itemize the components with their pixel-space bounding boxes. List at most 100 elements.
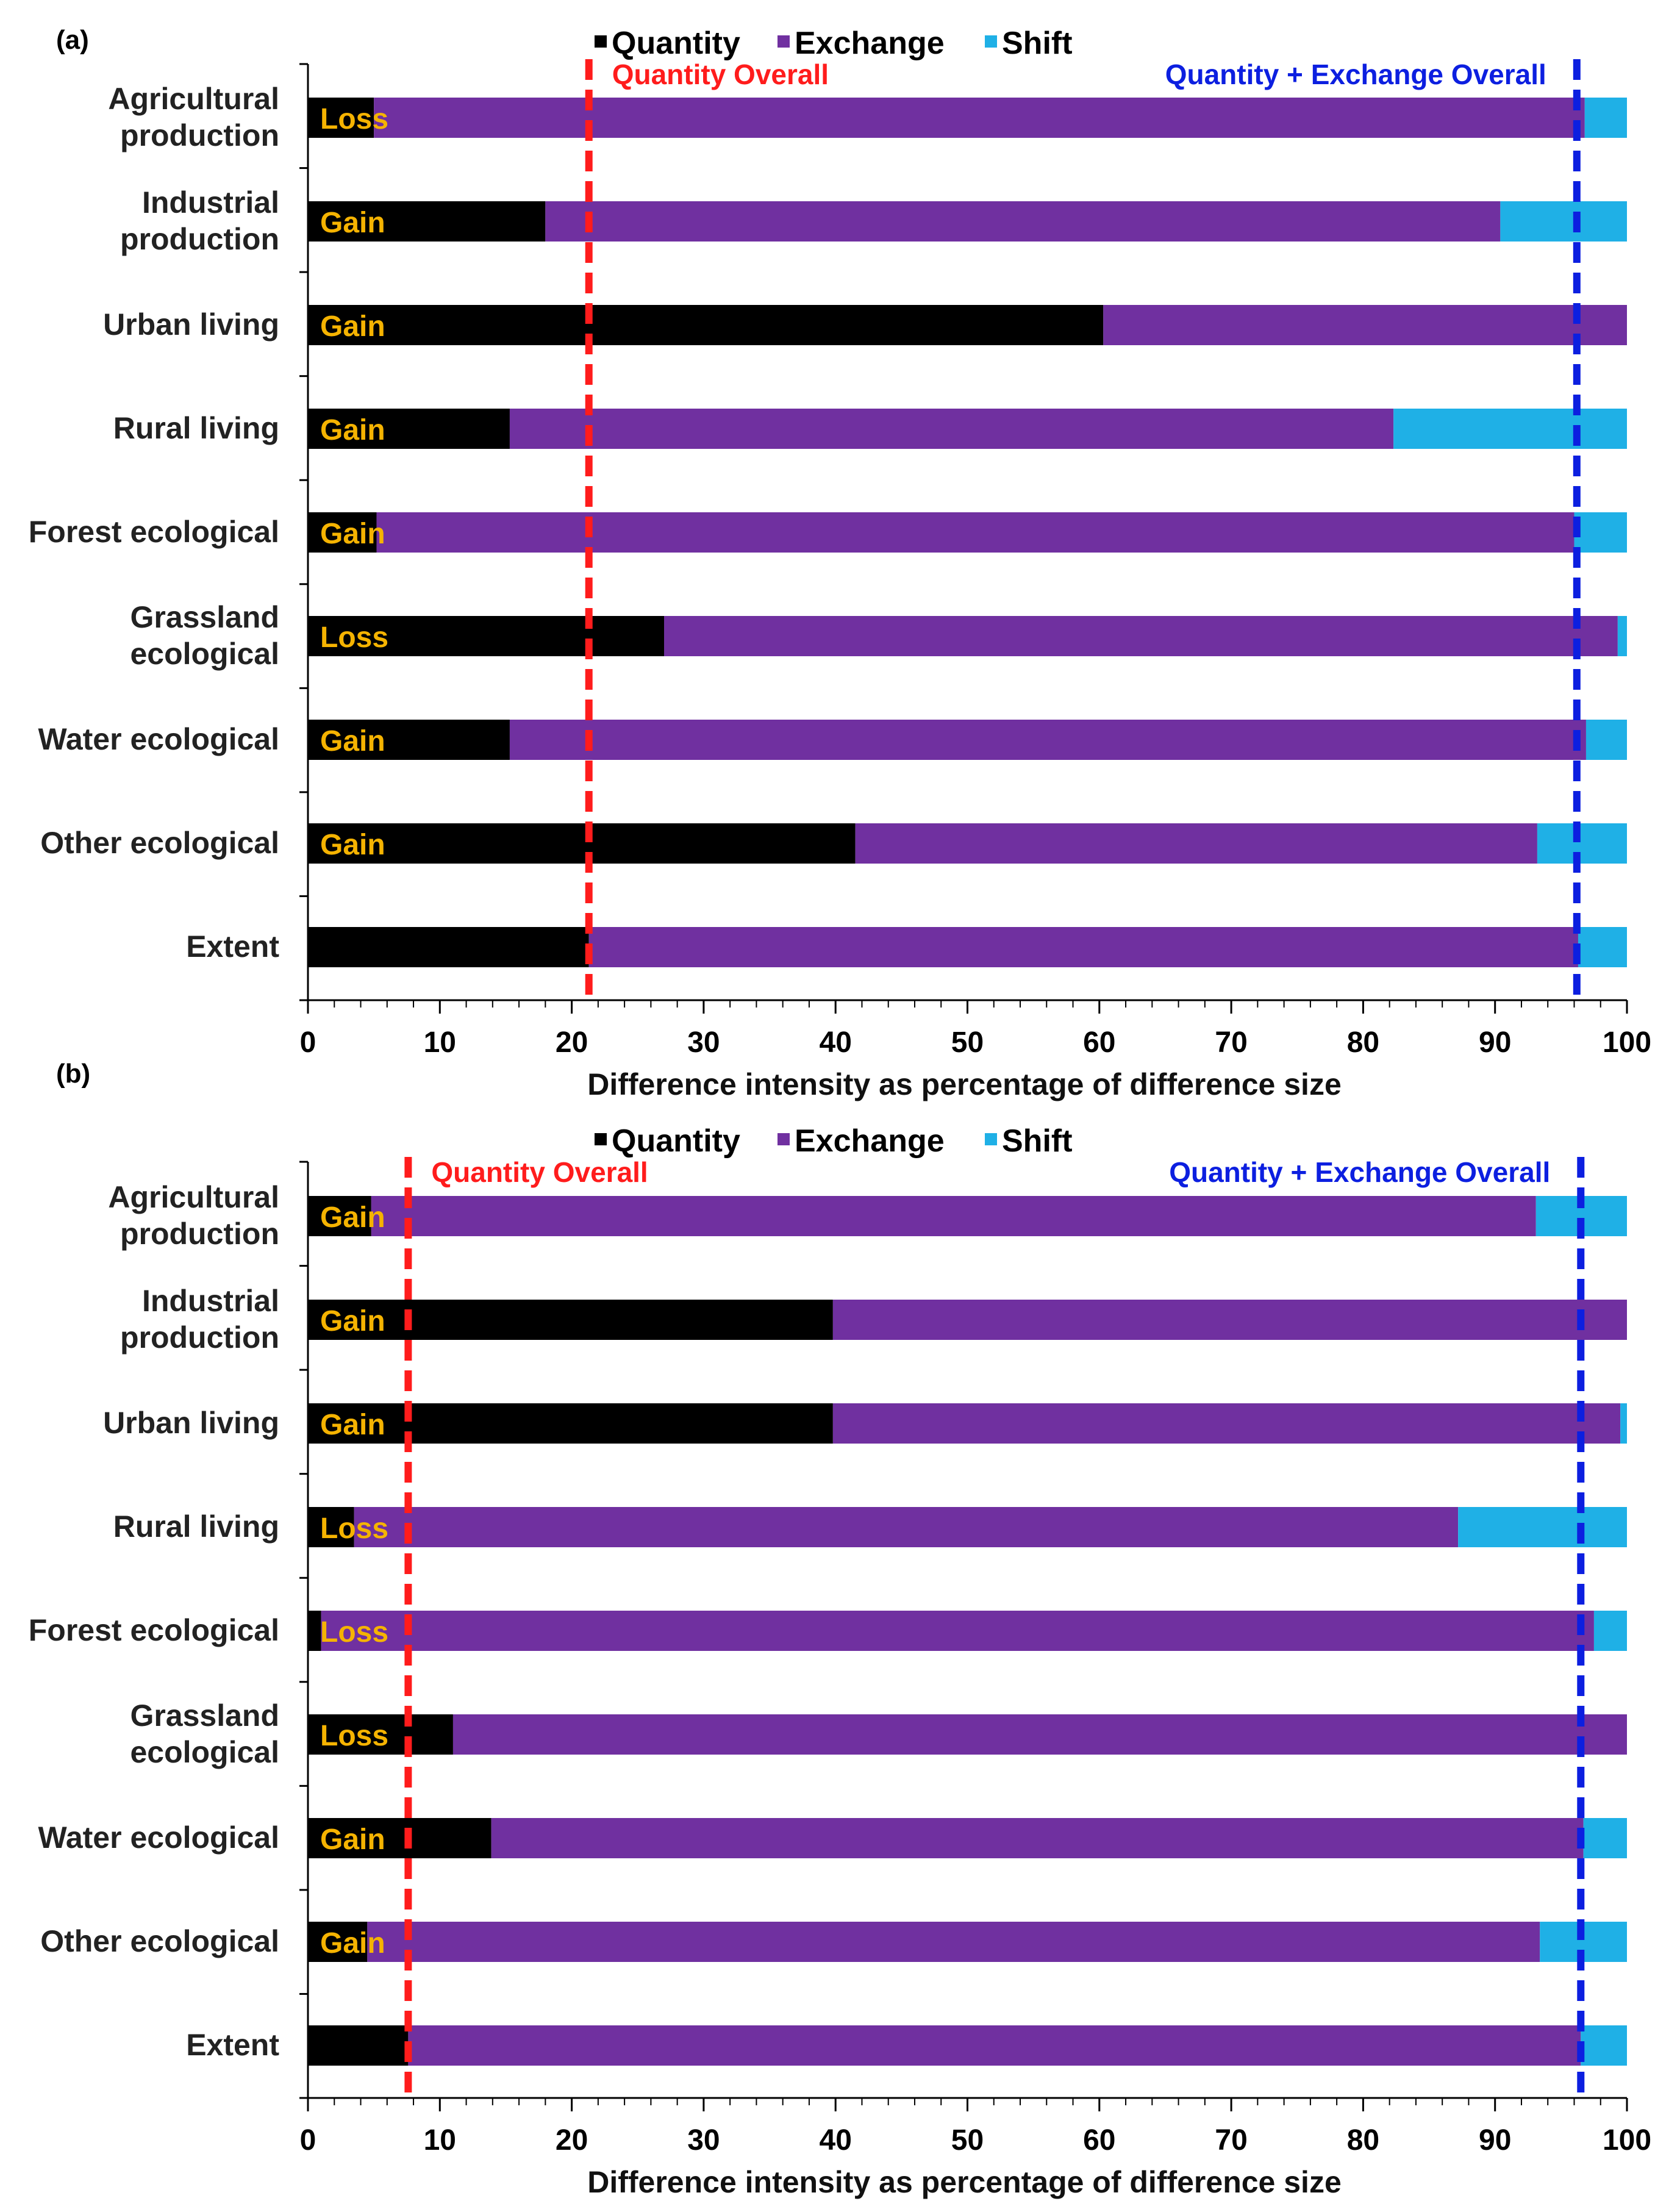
bar-shift-8 xyxy=(1578,927,1627,967)
bar-quantity-3 xyxy=(308,409,510,449)
direction-label: Gain xyxy=(320,1409,385,1441)
direction-label: Gain xyxy=(320,725,385,757)
direction-label: Gain xyxy=(320,310,385,343)
direction-label: Loss xyxy=(320,1512,388,1545)
x-tick-label: 50 xyxy=(951,2124,984,2157)
direction-label: Gain xyxy=(320,1927,385,1960)
category-label: Extent xyxy=(186,2028,279,2062)
category-label: Grassland xyxy=(130,600,279,634)
bar-exchange-6 xyxy=(509,720,1586,760)
bar-quantity-6 xyxy=(308,1818,491,1858)
category-label: Industrial xyxy=(142,185,279,220)
direction-label: Gain xyxy=(320,1824,385,1856)
direction-label: Gain xyxy=(320,829,385,861)
x-tick-label: 20 xyxy=(556,1026,588,1059)
category-label: Forest ecological xyxy=(29,515,279,549)
bar-shift-5 xyxy=(1617,616,1627,656)
bar-shift-1 xyxy=(1500,201,1627,242)
legend-label-quantity: Quantity xyxy=(612,1123,740,1159)
bar-exchange-3 xyxy=(354,1507,1459,1547)
bar-exchange-0 xyxy=(371,1196,1536,1236)
bar-quantity-1 xyxy=(308,1300,833,1340)
x-axis-title: Difference intensity as percentage of di… xyxy=(587,2165,1342,2199)
bar-quantity-0 xyxy=(308,98,374,138)
x-tick-label: 10 xyxy=(424,2124,456,2157)
bar-quantity-5 xyxy=(308,616,665,656)
bar-quantity-4 xyxy=(308,512,377,553)
x-tick-label: 40 xyxy=(820,2124,852,2157)
category-label: ecological xyxy=(130,1735,279,1769)
x-tick-label: 20 xyxy=(556,2124,588,2157)
bar-exchange-7 xyxy=(367,1922,1540,1962)
x-tick-label: 70 xyxy=(1215,2124,1247,2157)
category-label: Agricultural xyxy=(108,1180,279,1214)
x-axis-title: Difference intensity as percentage of di… xyxy=(587,1067,1342,1101)
x-tick-label: 0 xyxy=(300,2124,316,2157)
bar-shift-7 xyxy=(1537,823,1627,864)
bar-quantity-8 xyxy=(308,927,589,967)
category-label: Rural living xyxy=(113,1509,279,1544)
x-tick-label: 80 xyxy=(1347,2124,1379,2157)
bar-quantity-5 xyxy=(308,1714,453,1755)
direction-label: Gain xyxy=(320,1305,385,1337)
direction-label: Gain xyxy=(320,1201,385,1234)
bar-exchange-4 xyxy=(321,1611,1594,1651)
bar-quantity-6 xyxy=(308,720,510,760)
legend-swatch-shift xyxy=(985,1133,997,1145)
x-tick-label: 60 xyxy=(1083,2124,1115,2157)
bar-shift-6 xyxy=(1585,720,1627,760)
bar-quantity-2 xyxy=(308,305,1104,345)
quantity-overall-label: Quantity Overall xyxy=(612,59,829,90)
bar-exchange-5 xyxy=(452,1714,1628,1755)
x-tick-label: 100 xyxy=(1603,1026,1651,1059)
legend-swatch-quantity xyxy=(595,35,607,48)
bar-exchange-2 xyxy=(832,1403,1621,1444)
legend-label-exchange: Exchange xyxy=(795,1123,945,1159)
legend-swatch-quantity xyxy=(595,1133,607,1145)
direction-label: Gain xyxy=(320,207,385,239)
direction-label: Gain xyxy=(320,414,385,446)
bar-quantity-0 xyxy=(308,1196,371,1236)
bar-exchange-8 xyxy=(408,2025,1581,2066)
category-label: Extent xyxy=(186,929,279,964)
quantity-overall-label: Quantity Overall xyxy=(431,1156,648,1188)
bar-shift-2 xyxy=(1620,1403,1627,1444)
bar-shift-6 xyxy=(1583,1818,1627,1858)
bar-exchange-0 xyxy=(374,98,1585,138)
x-tick-label: 0 xyxy=(300,1026,316,1059)
category-label: production xyxy=(120,1320,279,1355)
bar-shift-4 xyxy=(1574,512,1627,553)
category-label: ecological xyxy=(130,637,279,671)
bar-exchange-6 xyxy=(491,1818,1584,1858)
direction-label: Loss xyxy=(320,1616,388,1648)
legend-swatch-exchange xyxy=(777,1133,790,1145)
bar-quantity-2 xyxy=(308,1403,833,1444)
bar-exchange-4 xyxy=(376,512,1575,553)
x-tick-label: 50 xyxy=(951,1026,984,1059)
x-tick-label: 30 xyxy=(687,1026,720,1059)
bar-exchange-2 xyxy=(1103,305,1627,345)
x-tick-label: 90 xyxy=(1479,1026,1511,1059)
legend-label-shift: Shift xyxy=(1002,26,1073,61)
x-tick-label: 80 xyxy=(1347,1026,1379,1059)
direction-label: Loss xyxy=(320,103,388,135)
x-tick-label: 40 xyxy=(820,1026,852,1059)
direction-label: Loss xyxy=(320,621,388,654)
category-label: Other ecological xyxy=(40,1924,279,1958)
legend-swatch-shift xyxy=(985,35,997,48)
category-label: Agricultural xyxy=(108,82,279,116)
category-label: Water ecological xyxy=(38,1820,279,1855)
bar-quantity-3 xyxy=(308,1507,354,1547)
bar-exchange-7 xyxy=(855,823,1537,864)
category-label: Forest ecological xyxy=(29,1613,279,1647)
bar-exchange-1 xyxy=(545,201,1501,242)
panel-label: (a) xyxy=(56,25,89,55)
legend-label-quantity: Quantity xyxy=(612,26,740,61)
bar-exchange-5 xyxy=(664,616,1618,656)
panel-label: (b) xyxy=(56,1059,90,1089)
category-label: Rural living xyxy=(113,411,279,445)
bar-quantity-4 xyxy=(308,1611,321,1651)
category-label: production xyxy=(120,1217,279,1251)
category-label: Urban living xyxy=(103,307,279,342)
